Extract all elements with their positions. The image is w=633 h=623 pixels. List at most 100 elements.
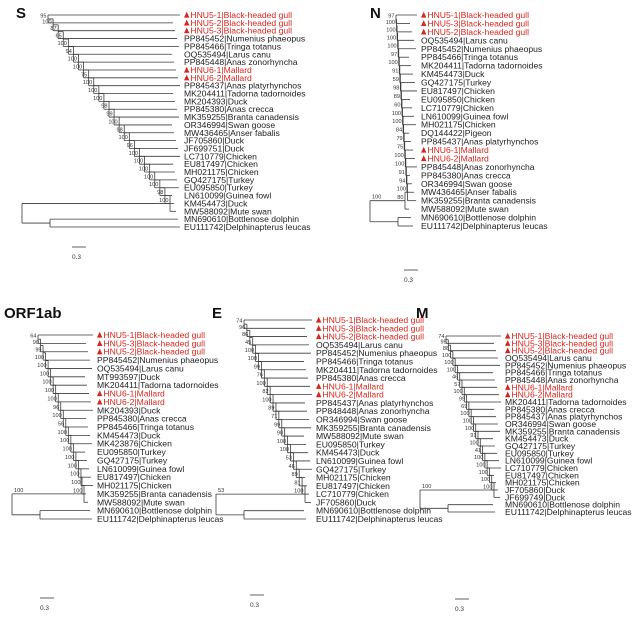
tree-s: HNU5-1|Black-headed gullHNU5-2|Black-hea… bbox=[21, 10, 311, 261]
bootstrap-value: 100 bbox=[447, 367, 456, 373]
bootstrap-value: 96 bbox=[127, 143, 133, 149]
bootstrap-value: 74 bbox=[438, 334, 444, 340]
bootstrap-value: 65 bbox=[56, 34, 62, 40]
leaf-label: JF699751|Duck bbox=[184, 143, 245, 153]
bootstrap-value: 100 bbox=[40, 371, 49, 377]
bootstrap-value: 99 bbox=[459, 397, 465, 403]
bootstrap-value: 56 bbox=[58, 422, 64, 428]
bootstrap-value: 64 bbox=[30, 334, 36, 340]
leaf-label: JF705860|Duck bbox=[184, 136, 245, 146]
bootstrap-value: 100 bbox=[386, 27, 395, 33]
bootstrap-value: 100 bbox=[93, 96, 102, 102]
bootstrap-value: 100 bbox=[139, 167, 148, 173]
leaf-label: PP845452|Numenius phaeopus bbox=[316, 348, 437, 358]
leaf-label: OR346994|Swan goose bbox=[421, 179, 512, 189]
bootstrap-value: 100 bbox=[68, 57, 77, 63]
bootstrap-value: 95 bbox=[441, 340, 447, 346]
leaf-label: HNU6-2|Mallard bbox=[511, 390, 573, 400]
bootstrap-value: 96 bbox=[53, 405, 59, 411]
bootstrap-value: 84 bbox=[396, 128, 402, 134]
bootstrap-value: 100 bbox=[57, 430, 66, 436]
red-triangle-icon bbox=[184, 27, 190, 34]
red-triangle-icon bbox=[184, 19, 190, 26]
leaf-label: MT993597|Duck bbox=[97, 372, 161, 382]
bootstrap-value: 79 bbox=[396, 136, 402, 142]
leaf-label: HNU6-2|Mallard bbox=[427, 153, 489, 163]
leaf-label: HNU5-2|Black-headed gull bbox=[322, 332, 424, 342]
leaf-label: LC710779|Chicken bbox=[421, 103, 494, 113]
red-triangle-icon bbox=[97, 331, 103, 338]
leaf-label: MW588092|Mute swan bbox=[316, 431, 404, 441]
bootstrap-value: 100 bbox=[37, 363, 46, 369]
bootstrap-value: 57 bbox=[454, 382, 460, 388]
leaf-label: PP845437|Anas platyrhynchos bbox=[421, 137, 538, 147]
leaf-label: OR346994|Swan goose bbox=[316, 415, 407, 425]
tree-e: HNU5-1|Black-headed gullHNU5-3|Black-hea… bbox=[215, 315, 443, 609]
leaf-label: JF705860|Duck bbox=[505, 485, 566, 495]
panel-title-orf1ab: ORF1ab bbox=[4, 305, 62, 322]
leaf-label: PP845380|Anas crecca bbox=[97, 414, 187, 424]
leaf-label: MH021175|Chicken bbox=[97, 481, 172, 491]
bootstrap-value: 94 bbox=[66, 49, 72, 55]
red-triangle-icon bbox=[316, 333, 322, 340]
leaf-label: JF699749|Duck bbox=[505, 492, 566, 502]
leaf-label: MK204411|Tadorna tadornoides bbox=[421, 61, 543, 71]
bootstrap-value: 94 bbox=[399, 178, 405, 184]
leaf-label: LN610099|Guinea fowl bbox=[505, 456, 592, 466]
leaf-label: PP845448|Anas zonorhyncha bbox=[421, 162, 535, 172]
bootstrap-value: 100 bbox=[442, 353, 451, 359]
leaf-label: GQ427175|Turkey bbox=[505, 441, 576, 451]
leaf-label: HNU5-1|Black-headed gull bbox=[103, 330, 205, 340]
leaf-label: PP845466|Tringa totanus bbox=[184, 41, 281, 51]
bootstrap-value: 100 bbox=[397, 187, 406, 193]
bootstrap-value: 100 bbox=[463, 419, 472, 425]
leaf-label: EU095850|Turkey bbox=[316, 439, 385, 449]
leaf-label: MK204411|Tadorna tadornoides bbox=[184, 89, 306, 99]
leaf-label: EU095850|Turkey bbox=[97, 447, 166, 457]
leaf-label: KM454473|Duck bbox=[421, 69, 485, 79]
leaf-label: OR346994|Swan goose bbox=[184, 120, 275, 130]
leaf-label: PP845380|Anas crecca bbox=[316, 373, 406, 383]
bootstrap-value: 100 bbox=[65, 455, 74, 461]
leaf-label: HNU6-2|Mallard bbox=[190, 73, 252, 83]
bootstrap-value: 60 bbox=[394, 102, 400, 108]
bootstrap-value: 100 bbox=[469, 441, 478, 447]
bootstrap-value: 71 bbox=[271, 414, 277, 420]
bootstrap-value: 100 bbox=[73, 64, 82, 70]
scale-bar-label: 0.3 bbox=[404, 277, 413, 284]
bootstrap-value: 46 bbox=[289, 464, 295, 470]
leaf-label: HNU6-2|Mallard bbox=[322, 390, 384, 400]
leaf-label: EU817497|Chicken bbox=[505, 470, 579, 480]
leaf-label: OQ535494|Larus canu bbox=[505, 353, 592, 363]
bootstrap-value: 100 bbox=[392, 111, 401, 117]
bootstrap-value: 75 bbox=[397, 145, 403, 151]
leaf-label: MW436465|Anser fabalis bbox=[184, 128, 280, 138]
leaf-label: EU095850|Turkey bbox=[505, 448, 574, 458]
leaf-label: EU111742|Delphinapterus leucas bbox=[421, 221, 548, 231]
leaf-label: EU095850|Chicken bbox=[421, 94, 495, 104]
red-triangle-icon bbox=[316, 316, 322, 323]
leaf-label: MW436465|Anser fabalis bbox=[421, 187, 517, 197]
bootstrap-value: 100 bbox=[149, 182, 158, 188]
bootstrap-value: 100 bbox=[47, 396, 56, 402]
leaf-label: MH021175|Chicken bbox=[184, 167, 259, 177]
bootstrap-value: 100 bbox=[134, 159, 143, 165]
red-triangle-icon bbox=[421, 28, 427, 35]
red-triangle-icon bbox=[97, 348, 103, 355]
leaf-label: MN690610|Bottlenose dolphin bbox=[505, 500, 620, 510]
bootstrap-value: 99 bbox=[35, 347, 41, 353]
leaf-label: HNU6-1|Mallard bbox=[322, 381, 384, 391]
bootstrap-value: 90 bbox=[33, 340, 39, 346]
bootstrap-value: 100 bbox=[394, 153, 403, 159]
bootstrap-value: 99 bbox=[274, 422, 280, 428]
leaf-label: LN610099|Guinea fowl bbox=[97, 464, 184, 474]
bootstrap-value: 100 bbox=[68, 463, 77, 469]
bootstrap-value: 100 bbox=[453, 389, 462, 395]
leaf-label: MN690610|Bottlenose dolphin bbox=[184, 214, 299, 224]
leaf-label: EU111742|Delphinapterus leucas bbox=[184, 222, 311, 232]
tree-n: HNU5-1|Black-headed gullHNU5-3|Black-hea… bbox=[369, 10, 548, 284]
leaf-label: HNU6-1|Mallard bbox=[427, 145, 489, 155]
red-triangle-icon bbox=[97, 398, 103, 405]
bootstrap-value: 100 bbox=[42, 380, 51, 386]
